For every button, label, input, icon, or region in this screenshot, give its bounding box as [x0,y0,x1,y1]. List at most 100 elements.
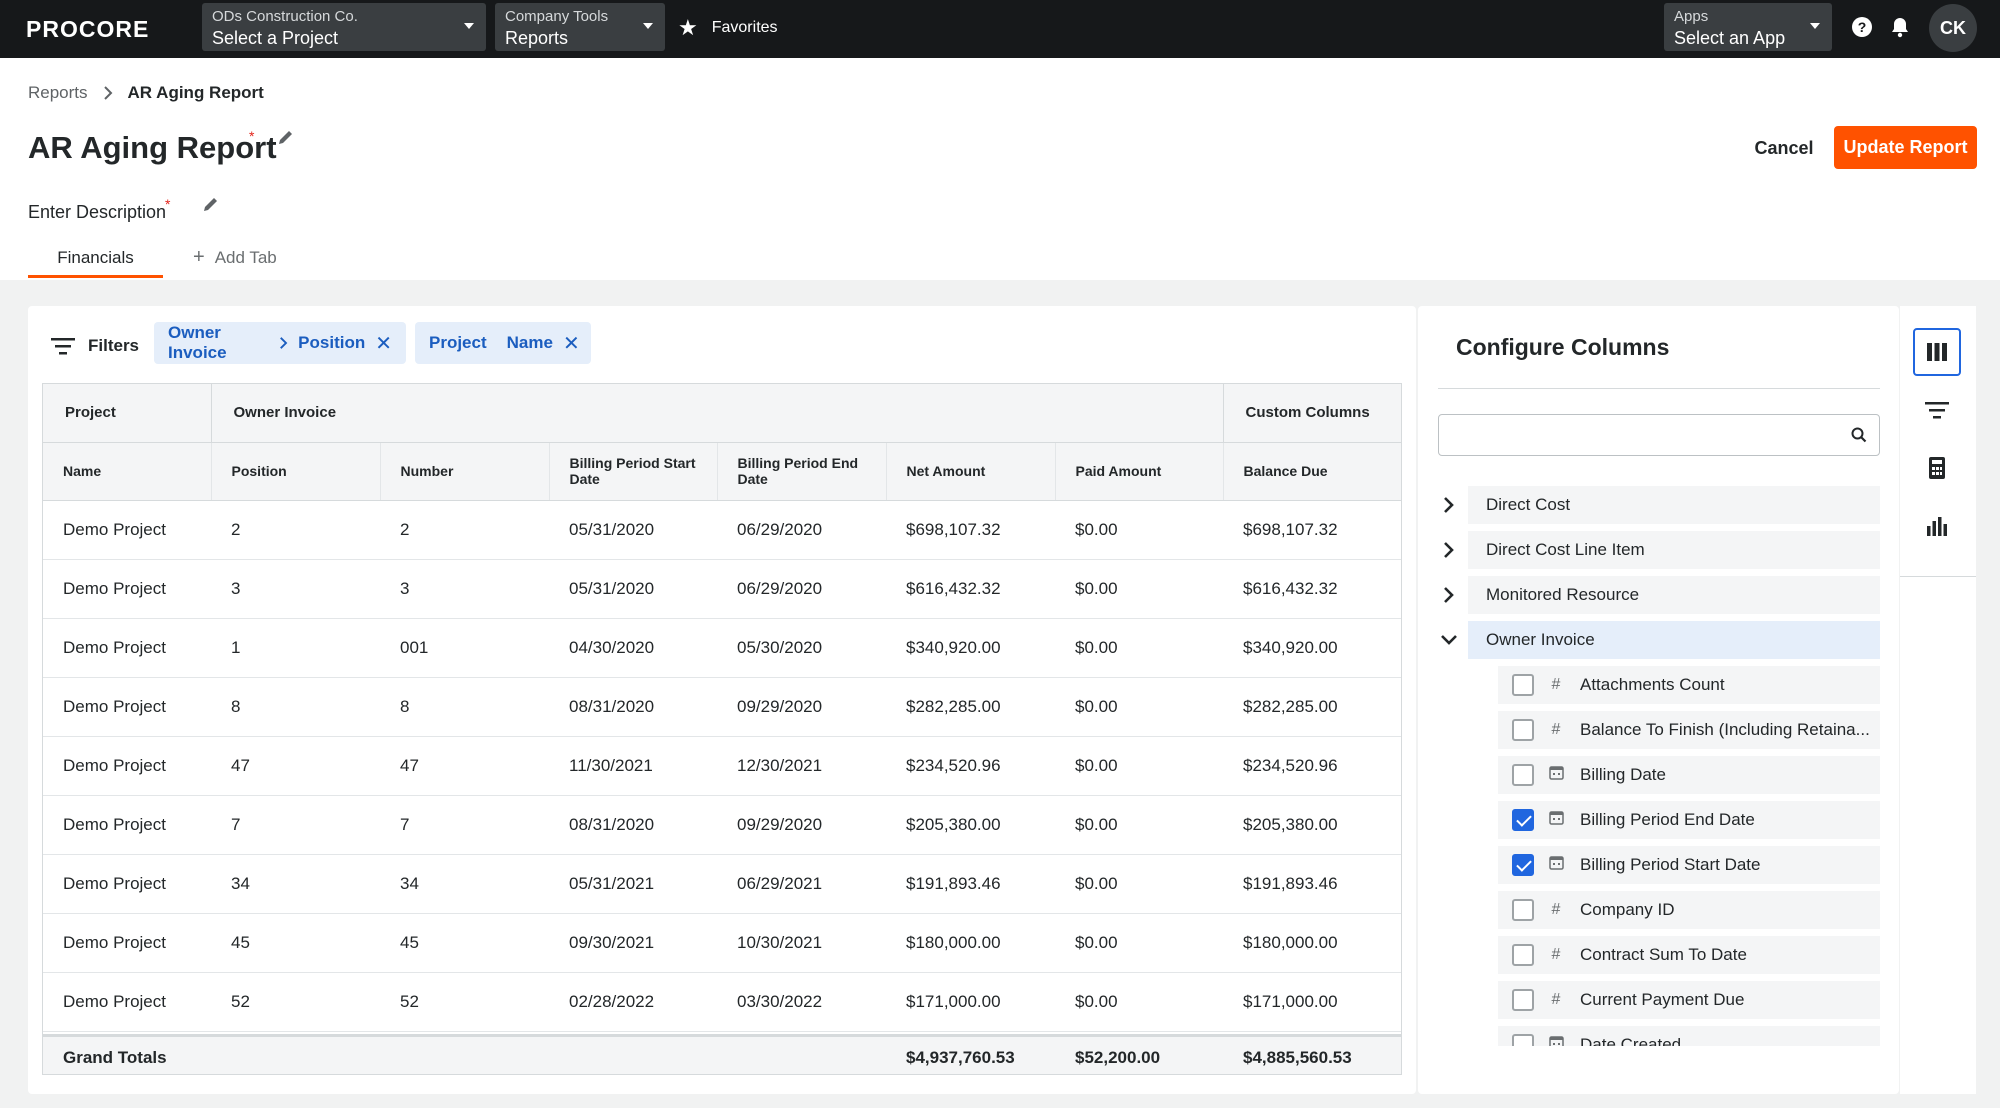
group-header-project: Project [43,384,212,443]
column-field-item[interactable]: # Current Payment Due [1498,981,1880,1019]
column-checkbox[interactable] [1512,854,1534,876]
table-cell: Demo Project [43,795,211,855]
edit-description-pencil-icon[interactable] [202,195,220,213]
calculations-tool-button[interactable] [1913,444,1961,492]
table-cell: 47 [211,736,380,796]
column-checkbox[interactable] [1512,899,1534,921]
filter-chip-owner-invoice-position[interactable]: Owner Invoice Position ✕ [154,322,406,364]
chevron-down-icon [464,23,474,29]
add-tab-button[interactable]: + Add Tab [193,247,277,278]
table-cell: 001 [380,618,549,678]
table-cell: $0.00 [1055,972,1224,1032]
favorites-button[interactable]: ★ Favorites [678,17,778,39]
tab-financials[interactable]: Financials [28,248,163,278]
chevron-down-icon [1810,23,1820,29]
search-icon[interactable] [1851,427,1867,443]
column-field-item[interactable]: # Attachments Count [1498,666,1880,704]
bar-chart-icon [1927,517,1947,536]
column-header-number[interactable]: Number [380,442,550,501]
column-search-input[interactable] [1449,415,1829,453]
procore-logo[interactable]: PROCORE [26,16,150,42]
table-cell: 2 [211,500,380,560]
column-field-item[interactable]: Billing Period End Date [1498,801,1880,839]
close-icon[interactable]: ✕ [375,332,392,355]
column-checkbox[interactable] [1512,944,1534,966]
table-cell: 34 [380,854,549,914]
table-cell: $616,432.32 [886,559,1055,619]
chevron-right-icon[interactable] [1440,496,1458,514]
configure-columns-title: Configure Columns [1456,334,1670,360]
column-checkbox[interactable] [1512,809,1534,831]
grand-total-paid: $52,200.00 [1075,1048,1161,1067]
chart-tool-button[interactable] [1913,502,1961,550]
column-checkbox[interactable] [1512,719,1534,741]
bell-icon[interactable] [1888,15,1912,39]
column-header-paid-amount[interactable]: Paid Amount [1055,442,1224,501]
filter-chip-project-name[interactable]: Project Name ✕ [415,322,591,364]
favorites-label: Favorites [711,19,778,36]
table-cell: 2 [380,500,549,560]
table-cell: $0.00 [1055,559,1224,619]
help-icon[interactable]: ? [1850,15,1874,39]
edit-title-pencil-icon[interactable] [277,128,295,146]
table-row: Demo Project 34 34 05/31/2021 06/29/2021 $191… [43,854,1401,914]
filters-button[interactable]: Filters [50,336,139,356]
breadcrumb-reports-link[interactable]: Reports [28,83,88,102]
column-header-position[interactable]: Position [211,442,381,501]
columns-tool-button[interactable] [1913,328,1961,376]
app-selector[interactable]: Apps Select an App [1664,3,1832,51]
tool-selector[interactable]: Company Tools Reports [495,3,665,51]
filters-tool-button[interactable] [1913,386,1961,434]
table-cell: $0.00 [1055,795,1224,855]
column-header-name[interactable]: Name [43,442,212,501]
chip-field: Position [298,333,366,352]
chip-group: Project [429,333,487,352]
column-group[interactable]: Direct Cost [1468,486,1880,524]
table-cell: $0.00 [1055,677,1224,737]
tool-group-label: Company Tools [505,8,609,25]
update-report-button[interactable]: Update Report [1834,126,1977,169]
column-field-item[interactable]: Date Created [1498,1026,1880,1046]
column-checkbox[interactable] [1512,764,1534,786]
table-row: Demo Project 1 001 04/30/2020 05/30/2020 $340… [43,618,1401,678]
column-field-item[interactable]: # Company ID [1498,891,1880,929]
star-icon: ★ [678,15,698,40]
group-header-owner-invoice: Owner Invoice [211,384,1224,443]
chevron-right-icon[interactable] [1440,586,1458,604]
column-group[interactable]: Owner Invoice [1468,621,1880,659]
column-field-item[interactable]: # Balance To Finish (Including Retaina... [1498,711,1880,749]
column-field-item[interactable]: Billing Date [1498,756,1880,794]
user-avatar[interactable]: CK [1929,4,1977,52]
table-cell: 09/29/2020 [717,795,886,855]
table-row: Demo Project 47 47 11/30/2021 12/30/2021 $234… [43,736,1401,796]
column-header-billing-end[interactable]: Billing Period End Date [717,442,887,501]
table-row: Demo Project 52 52 02/28/2022 03/30/2022 $171… [43,972,1401,1032]
table-cell: 45 [380,913,549,973]
table-cell: $340,920.00 [886,618,1055,678]
table-cell: 02/28/2022 [549,972,717,1032]
column-header-billing-start[interactable]: Billing Period Start Date [549,442,718,501]
chevron-down-icon[interactable] [1440,631,1458,649]
column-field-item[interactable]: Billing Period Start Date [1498,846,1880,884]
table-cell: $180,000.00 [1223,913,1401,973]
chevron-right-icon [103,86,112,100]
column-checkbox[interactable] [1512,674,1534,696]
column-header-net-amount[interactable]: Net Amount [886,442,1056,501]
column-checkbox[interactable] [1512,1034,1534,1046]
column-field-item[interactable]: # Contract Sum To Date [1498,936,1880,974]
number-icon: # [1551,991,1561,1008]
project-select-value: Select a Project [212,28,339,48]
column-group[interactable]: Direct Cost Line Item [1468,531,1880,569]
table-cell: 08/31/2020 [549,677,717,737]
close-icon[interactable]: ✕ [562,332,580,355]
cancel-button[interactable]: Cancel [1740,126,1828,170]
column-group[interactable]: Monitored Resource [1468,576,1880,614]
grand-total-balance: $4,885,560.53 [1243,1048,1352,1067]
chevron-right-icon[interactable] [1440,541,1458,559]
table-row: Demo Project 2 2 05/31/2020 06/29/2020 $698,1… [43,500,1401,560]
column-checkbox[interactable] [1512,989,1534,1011]
table-cell: 06/29/2020 [717,500,886,560]
project-selector[interactable]: ODs Construction Co. Select a Project [202,3,486,51]
column-header-balance-due[interactable]: Balance Due [1223,442,1401,501]
filter-icon [51,338,75,355]
